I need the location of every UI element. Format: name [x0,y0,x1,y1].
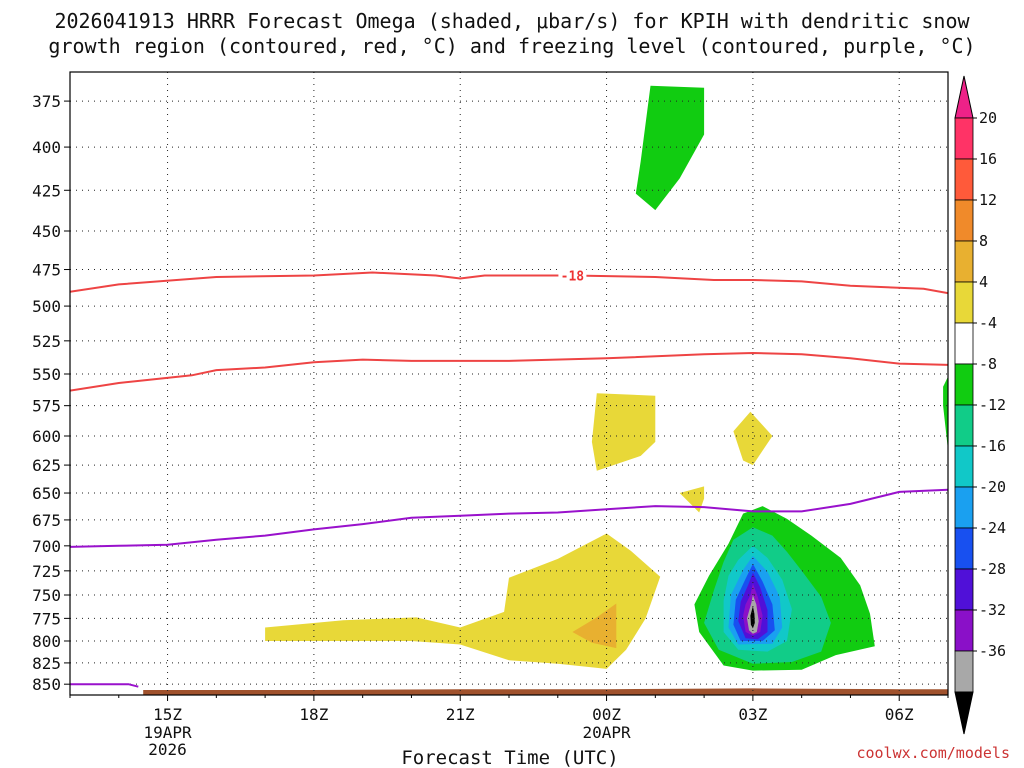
y-tick-label-675: 675 [32,511,61,530]
x-tick-label-15Z: 15Z [153,705,182,724]
colorbar-swatch-9 [954,486,974,529]
contour-3 [70,683,139,688]
x-tick-label-00Z: 00Z [592,705,621,724]
omega-region-4 [679,486,705,513]
colorbar-label-0: 20 [979,109,997,127]
y-tick-label-600: 600 [32,427,61,446]
colorbar-label-9: -20 [979,478,1006,496]
grid-lines [70,72,948,695]
colorbar-label-8: -16 [979,437,1006,455]
x-tick-date-00Z: 20APR [582,723,631,742]
x-tick-year-15Z: 2026 [148,740,187,759]
plot-area: -18 375 400 425 450 475 500 525 550 575 600 625 650 6… [32,71,949,759]
colorbar-swatch-7 [954,404,974,447]
colorbar-bottom-arrow [954,691,974,735]
colorbar-swatch-3 [954,240,974,283]
y-tick-label-650: 650 [32,484,61,503]
colorbar-label-1: 16 [979,150,997,168]
contour-label-bg-0 [558,267,587,284]
terrain [70,688,948,695]
colorbar-label-10: -24 [979,519,1006,537]
colorbar-label-2: 12 [979,191,997,209]
x-tick-label-06Z: 06Z [885,705,914,724]
x-tick-label-18Z: 18Z [299,705,328,724]
colorbar-label-7: -12 [979,396,1006,414]
chart-title-line2: growth region (contoured, red, °C) and f… [48,34,975,58]
contour-0 [70,271,948,295]
colorbar-swatch-6 [954,363,974,406]
x-axis-label: Forecast Time (UTC) [401,747,618,768]
contour-1 [70,351,948,392]
y-tick-label-825: 825 [32,654,61,673]
y-tick-label-750: 750 [32,586,61,605]
colorbar-label-4: 4 [979,273,988,291]
colorbar-label-12: -32 [979,601,1006,619]
omega-region-15 [750,606,755,629]
colorbar-swatch-2 [954,199,974,242]
omega-region-1 [943,376,948,451]
contour-lines: -18 [70,267,948,688]
contour-label-0: -18 [561,270,585,285]
colorbar-swatch-4 [954,281,974,324]
y-tick-label-850: 850 [32,675,61,694]
y-tick-label-575: 575 [32,397,61,416]
colorbar-swatch-10 [954,527,974,570]
omega-region-6 [572,603,617,649]
colorbar-swatch-11 [954,568,974,611]
credit-text: coolwx.com/models [856,744,1010,762]
y-tick-label-775: 775 [32,609,61,628]
colorbar-label-3: 8 [979,232,988,250]
y-tick-label-425: 425 [32,181,61,200]
omega-shading [70,85,948,695]
colorbar-label-6: -8 [979,355,997,373]
contour-2 [70,488,948,548]
colorbar-swatch-13 [954,650,974,693]
colorbar-swatch-5 [954,322,974,365]
omega-region-5 [265,533,661,669]
y-tick-label-525: 525 [32,332,61,351]
colorbar-label-13: -36 [979,642,1006,660]
colorbar-label-5: -4 [979,314,997,332]
y-tick-label-450: 450 [32,222,61,241]
colorbar-swatch-1 [954,158,974,201]
x-tick-label-03Z: 03Z [738,705,767,724]
y-tick-label-700: 700 [32,537,61,556]
y-tick-label-625: 625 [32,456,61,475]
colorbar-swatch-0 [954,117,974,160]
omega-region-0 [635,85,705,211]
y-axis: 375 400 425 450 475 500 525 550 575 600 625 650 675 7… [32,92,70,694]
chart-title-line1: 2026041913 HRRR Forecast Omega (shaded, … [54,9,970,33]
y-tick-label-725: 725 [32,562,61,581]
colorbar-top-arrow [954,75,974,119]
y-tick-label-500: 500 [32,297,61,316]
colorbar-label-11: -28 [979,560,1006,578]
omega-region-2 [591,393,656,471]
x-tick-label-21Z: 21Z [446,705,475,724]
y-tick-label-800: 800 [32,632,61,651]
y-tick-label-475: 475 [32,261,61,280]
y-tick-label-400: 400 [32,138,61,157]
colorbar: 20 16 12 8 4 -4 -8 -12 -16 -20 -24 -28 -32 -36 [954,75,1006,735]
colorbar-swatch-8 [954,445,974,488]
y-tick-label-375: 375 [32,92,61,111]
x-tick-date-15Z: 19APR [143,723,192,742]
colorbar-swatch-12 [954,609,974,652]
y-tick-label-550: 550 [32,365,61,384]
